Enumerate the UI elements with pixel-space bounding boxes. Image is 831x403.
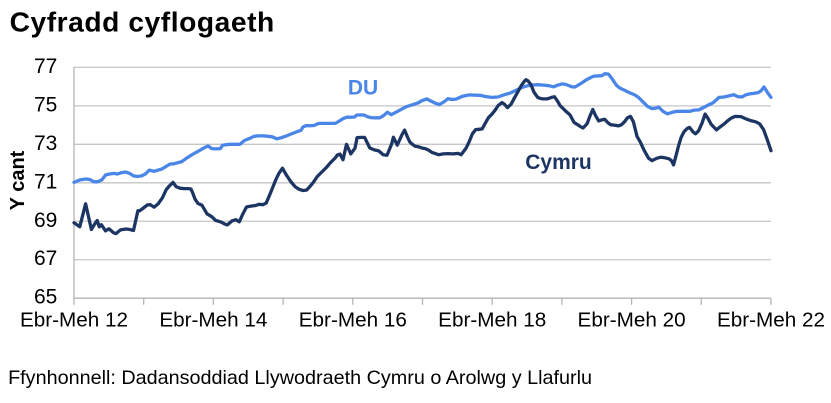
svg-text:Y cant: Y cant xyxy=(7,150,29,210)
svg-text:77: 77 xyxy=(34,55,57,78)
svg-text:Ffynhonnell: Dadansoddiad Llyw: Ffynhonnell: Dadansoddiad Llywodraeth Cy… xyxy=(8,367,592,389)
svg-text:73: 73 xyxy=(34,132,57,155)
svg-text:71: 71 xyxy=(34,170,57,193)
svg-text:75: 75 xyxy=(34,93,57,116)
svg-text:Ebr-Meh 22: Ebr-Meh 22 xyxy=(717,308,825,331)
svg-text:Ebr-Meh 16: Ebr-Meh 16 xyxy=(299,308,407,331)
svg-text:67: 67 xyxy=(34,247,57,270)
svg-text:Cyfradd cyflogaeth: Cyfradd cyflogaeth xyxy=(10,5,275,37)
svg-text:Ebr-Meh 20: Ebr-Meh 20 xyxy=(578,308,686,331)
svg-text:65: 65 xyxy=(34,286,57,309)
svg-text:69: 69 xyxy=(34,209,57,232)
svg-text:Cymru: Cymru xyxy=(525,151,592,174)
svg-text:DU: DU xyxy=(348,77,378,100)
svg-text:Ebr-Meh 18: Ebr-Meh 18 xyxy=(438,308,546,331)
svg-text:Ebr-Meh 14: Ebr-Meh 14 xyxy=(159,308,267,331)
svg-text:Ebr-Meh 12: Ebr-Meh 12 xyxy=(20,308,128,331)
